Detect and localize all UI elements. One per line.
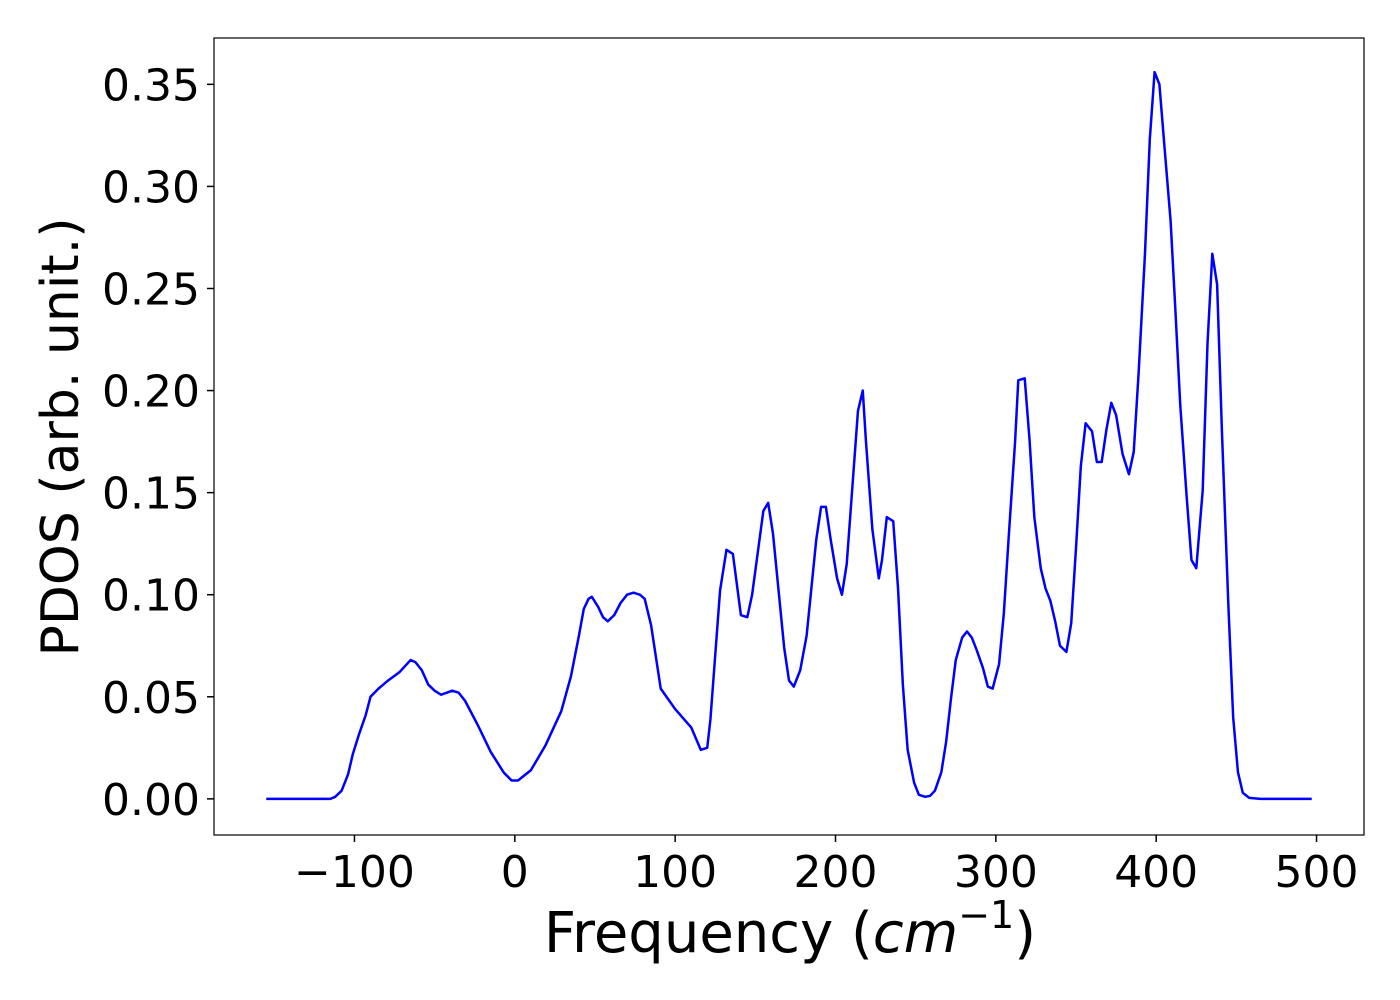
y-tick-label: 0.05 (102, 673, 200, 724)
x-tick-label: 300 (954, 847, 1038, 898)
x-tick-label: 0 (501, 847, 529, 898)
y-tick-label: 0.35 (102, 60, 200, 111)
y-tick-label: 0.10 (102, 571, 200, 622)
y-tick-label: 0.25 (102, 264, 200, 315)
x-tick-label: 100 (633, 847, 717, 898)
y-tick-label: 0.20 (102, 367, 200, 418)
y-axis-label: PDOS (arb. unit.) (31, 217, 91, 656)
plot-frame (213, 37, 1365, 836)
x-tick-label: 400 (1114, 847, 1198, 898)
x-tick-label: 200 (794, 847, 878, 898)
x-axis-label: Frequency (cm−1) (544, 893, 1036, 966)
pdos-line (266, 70, 1312, 801)
y-tick-label: 0.30 (102, 162, 200, 213)
x-tick-label: −100 (294, 847, 415, 898)
x-tick-label: 500 (1275, 847, 1359, 898)
y-tick-label: 0.00 (102, 775, 200, 826)
y-tick-label: 0.15 (102, 469, 200, 520)
